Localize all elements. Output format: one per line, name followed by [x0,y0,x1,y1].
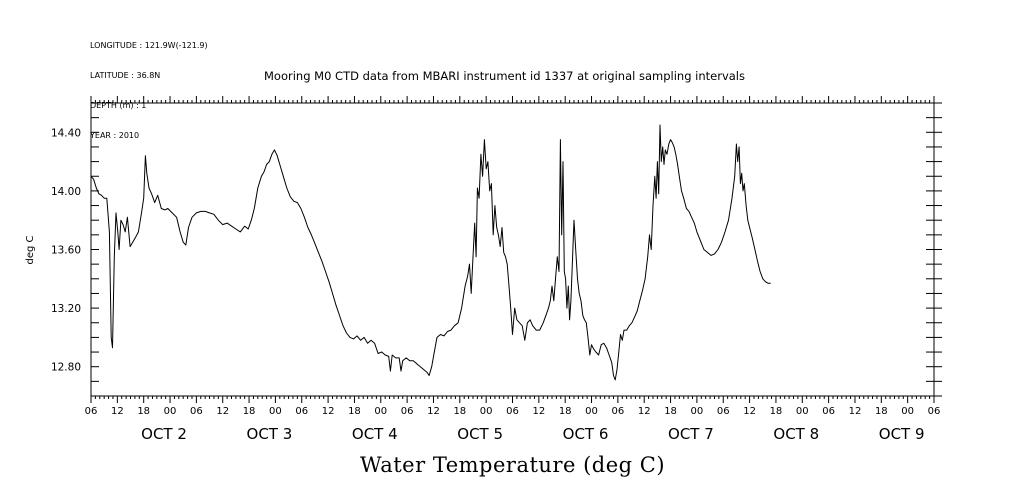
temperature-series-line [90,124,771,381]
x-hour-tick-label: 06 [295,406,308,417]
x-hour-tick-label: 06 [717,406,730,417]
x-hour-tick-label: 00 [164,406,177,417]
x-day-tick-label: OCT 8 [773,425,819,443]
x-hour-tick-label: 00 [374,406,387,417]
x-hour-tick-label: 12 [322,406,335,417]
x-day-tick-label: OCT 5 [457,425,503,443]
x-hour-tick-label: 18 [348,406,361,417]
x-hour-tick-label: 12 [743,406,756,417]
x-hour-tick-label: 12 [532,406,545,417]
x-hour-tick-label: 06 [928,406,941,417]
y-tick-label: 13.60 [51,245,81,257]
x-hour-tick-label: 06 [506,406,519,417]
y-tick-label: 14.00 [51,186,81,198]
depth-label: DEPTH (m) : 1 [90,101,147,110]
x-hour-tick-label: 12 [216,406,229,417]
x-day-tick-label: OCT 4 [352,425,398,443]
x-hour-tick-label: 06 [401,406,414,417]
x-day-tick-label: OCT 7 [668,425,714,443]
x-hour-tick-label: 12 [427,406,440,417]
x-hour-tick-label: 06 [85,406,98,417]
x-axis-caption: Water Temperature (deg C) [359,453,666,477]
tick-layer: 06 12 18 00 06 12 18 00 06 12 18 00 06 12 18 00 06 12 18 00… [51,96,942,443]
x-hour-tick-label: 18 [137,406,150,417]
latitude-label: LATITUDE : 36.8N [90,71,161,80]
x-hour-tick-label: 00 [901,406,914,417]
x-hour-tick-label: 18 [243,406,256,417]
chart-title: Mooring M0 CTD data from MBARI instrumen… [264,69,745,83]
x-hour-tick-label: 06 [612,406,625,417]
plot-frame [90,102,935,397]
x-hour-tick-label: 18 [875,406,888,417]
line-chart: 06 12 18 00 06 12 18 00 06 12 18 00 06 12 18 00 06 12 18 00… [25,96,942,443]
x-day-tick-label: OCT 2 [141,425,187,443]
x-hour-tick-label: 18 [559,406,572,417]
y-tick-label: 14.40 [51,127,81,139]
x-day-tick-label: OCT 6 [563,425,609,443]
y-axis-label: deg C [25,235,36,264]
x-hour-tick-label: 18 [453,406,466,417]
x-hour-tick-label: 06 [190,406,203,417]
x-hour-tick-label: 18 [664,406,677,417]
year-label: YEAR : 2010 [90,131,140,140]
metadata-block: LONGITUDE : 121.9W(-121.9) LATITUDE : 36… [90,21,208,151]
y-tick-label: 13.20 [51,303,81,315]
x-hour-tick-label: 00 [269,406,282,417]
x-day-tick-label: OCT 9 [879,425,925,443]
x-hour-tick-label: 18 [770,406,783,417]
x-hour-tick-label: 00 [480,406,493,417]
x-hour-tick-label: 12 [638,406,651,417]
x-hour-tick-label: 06 [822,406,835,417]
x-hour-tick-label: 00 [691,406,704,417]
y-tick-label: 12.80 [51,362,81,374]
x-hour-tick-label: 12 [111,406,124,417]
x-day-tick-label: OCT 3 [247,425,293,443]
series-layer [90,124,771,381]
x-hour-tick-label: 00 [796,406,809,417]
x-hour-tick-label: 12 [849,406,862,417]
x-hour-tick-label: 00 [585,406,598,417]
longitude-label: LONGITUDE : 121.9W(-121.9) [90,41,208,50]
